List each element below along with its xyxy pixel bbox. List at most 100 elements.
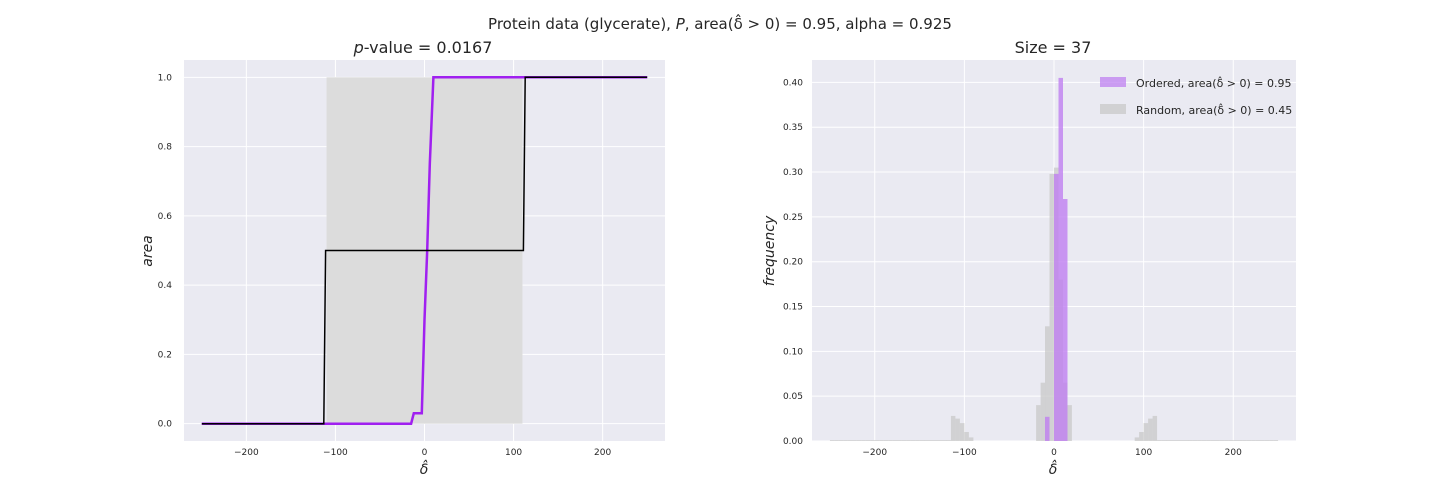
- right-y-tick-label: 0.20: [783, 258, 803, 268]
- random-histogram-bar: [959, 423, 965, 441]
- random-histogram-bar: [968, 437, 974, 441]
- random-histogram-bar: [1255, 440, 1261, 441]
- left-series: [201, 76, 648, 425]
- legend-label-random: Random, area(δ̂ > 0) = 0.45: [1136, 103, 1292, 117]
- random-histogram-bar: [1179, 440, 1184, 441]
- legend-swatch-ordered: [1100, 77, 1126, 87]
- random-histogram-bar: [838, 440, 844, 441]
- right-y-tick-label: 0.40: [783, 78, 803, 88]
- right-x-ticks: −200 −100 0 100 200: [862, 448, 1242, 458]
- ordered-histogram-bar: [1058, 77, 1063, 442]
- random-histogram-bar: [901, 440, 907, 441]
- random-histogram-bar: [897, 440, 902, 441]
- ordered-histogram-bar: [1045, 416, 1050, 441]
- random-histogram-bar: [924, 440, 929, 441]
- random-histogram-bar: [950, 415, 956, 441]
- left-y-tick-label: 0.6: [158, 212, 173, 222]
- random-histogram-bar: [906, 440, 911, 441]
- random-histogram-bar: [1260, 440, 1265, 441]
- right-y-axis-title: frequency: [762, 215, 778, 286]
- random-histogram-bar: [915, 440, 920, 441]
- random-histogram-bar: [870, 440, 875, 441]
- right-x-axis-title: δ̂: [1049, 459, 1058, 478]
- right-y-tick-label: 0.30: [783, 168, 803, 178]
- legend-swatch-random: [1100, 104, 1126, 114]
- random-histogram-bar: [1157, 440, 1162, 441]
- random-histogram-bar: [861, 440, 866, 441]
- figure-suptitle: Protein data (glycerate), P, area(δ̂ > 0…: [488, 13, 952, 33]
- right-x-tick-label: 200: [1225, 448, 1242, 458]
- random-histogram-bar: [1224, 440, 1229, 441]
- right-y-tick-label: 0.10: [783, 347, 803, 357]
- random-histogram-bar: [919, 440, 925, 441]
- random-histogram-bar: [1040, 382, 1046, 441]
- random-histogram-bar: [829, 440, 835, 441]
- random-histogram-bar: [1175, 440, 1180, 441]
- left-x-tick-label: 0: [422, 448, 428, 458]
- right-x-tick-label: −200: [862, 448, 887, 458]
- right-y-tick-label: 0.00: [783, 437, 803, 447]
- left-y-tick-label: 0.0: [158, 420, 173, 430]
- random-histogram-bar: [1134, 437, 1140, 441]
- legend-label-ordered: Ordered, area(δ̂ > 0) = 0.95: [1136, 76, 1292, 90]
- random-histogram-bar: [865, 440, 871, 441]
- right-y-ticks: 0.00 0.05 0.10 0.15 0.20 0.25 0.30 0.35 0.40: [783, 78, 803, 447]
- random-histogram-bar: [1161, 440, 1167, 441]
- left-x-tick-label: 100: [505, 448, 522, 458]
- random-histogram-bar: [1166, 440, 1171, 441]
- random-histogram-bar: [1152, 415, 1158, 441]
- right-x-tick-label: 100: [1135, 448, 1152, 458]
- random-histogram-bar: [942, 440, 947, 441]
- left-y-tick-label: 0.4: [158, 281, 173, 291]
- right-chart-title: Size = 37: [1015, 38, 1092, 57]
- random-histogram-bar: [1197, 440, 1202, 441]
- random-histogram-bar: [1206, 440, 1211, 441]
- random-histogram-bar: [1067, 405, 1072, 441]
- left-y-axis-title: area: [140, 235, 156, 267]
- random-histogram-bar: [1184, 440, 1189, 441]
- random-histogram-bar: [874, 440, 880, 441]
- right-y-tick-label: 0.35: [783, 123, 803, 133]
- left-x-axis-title: δ̂: [420, 459, 429, 478]
- left-y-ticks: 0.0 0.2 0.4 0.6 0.8 1.0: [158, 73, 173, 429]
- random-histogram-bar: [847, 440, 853, 441]
- right-x-tick-label: 0: [1051, 448, 1057, 458]
- random-histogram-bar: [879, 440, 884, 441]
- left-series-line-black: [201, 76, 648, 425]
- left-x-tick-label: 200: [594, 448, 611, 458]
- random-histogram-bar: [1049, 173, 1054, 441]
- ordered-histogram-bar: [1054, 173, 1059, 441]
- legend: Ordered, area(δ̂ > 0) = 0.95 Random, are…: [1100, 76, 1292, 117]
- random-histogram-bar: [933, 440, 938, 441]
- left-chart-title: p-value = 0.0167: [353, 38, 493, 57]
- left-x-tick-label: −200: [234, 448, 259, 458]
- random-histogram-bar: [883, 440, 889, 441]
- random-histogram-bar: [910, 440, 916, 441]
- random-histogram-bar: [946, 440, 951, 441]
- random-histogram-bar: [1139, 432, 1144, 441]
- left-y-tick-label: 1.0: [158, 73, 173, 83]
- right-panel: Size = 37 −200 −100 0 100 200 0.000.050.100.…: [762, 38, 1296, 478]
- random-histogram-bar: [1036, 405, 1041, 441]
- left-x-tick-label: −100: [323, 448, 348, 458]
- ordered-histogram-bar: [1063, 199, 1068, 441]
- random-histogram-bar: [1273, 440, 1279, 441]
- random-histogram-bar: [964, 432, 969, 441]
- left-panel: p-value = 0.0167 −200 −100 0 100 200 0.00.20…: [140, 38, 665, 478]
- left-x-ticks: −200 −100 0 100 200: [234, 448, 612, 458]
- random-histogram-bar: [1170, 440, 1175, 441]
- random-histogram-bar: [1045, 326, 1050, 441]
- random-histogram-bar: [843, 440, 848, 441]
- random-histogram-bar: [937, 440, 942, 441]
- random-histogram-bar: [1192, 440, 1198, 441]
- random-histogram-bar: [1242, 440, 1247, 441]
- right-histogram-bars: [829, 77, 1279, 442]
- random-histogram-bar: [1201, 440, 1207, 441]
- random-histogram-bar: [928, 440, 933, 441]
- random-histogram-bar: [1264, 440, 1270, 441]
- random-histogram-bar: [1269, 440, 1274, 441]
- random-histogram-bar: [1148, 418, 1153, 441]
- random-histogram-bar: [1233, 440, 1238, 441]
- right-x-tick-label: −100: [952, 448, 977, 458]
